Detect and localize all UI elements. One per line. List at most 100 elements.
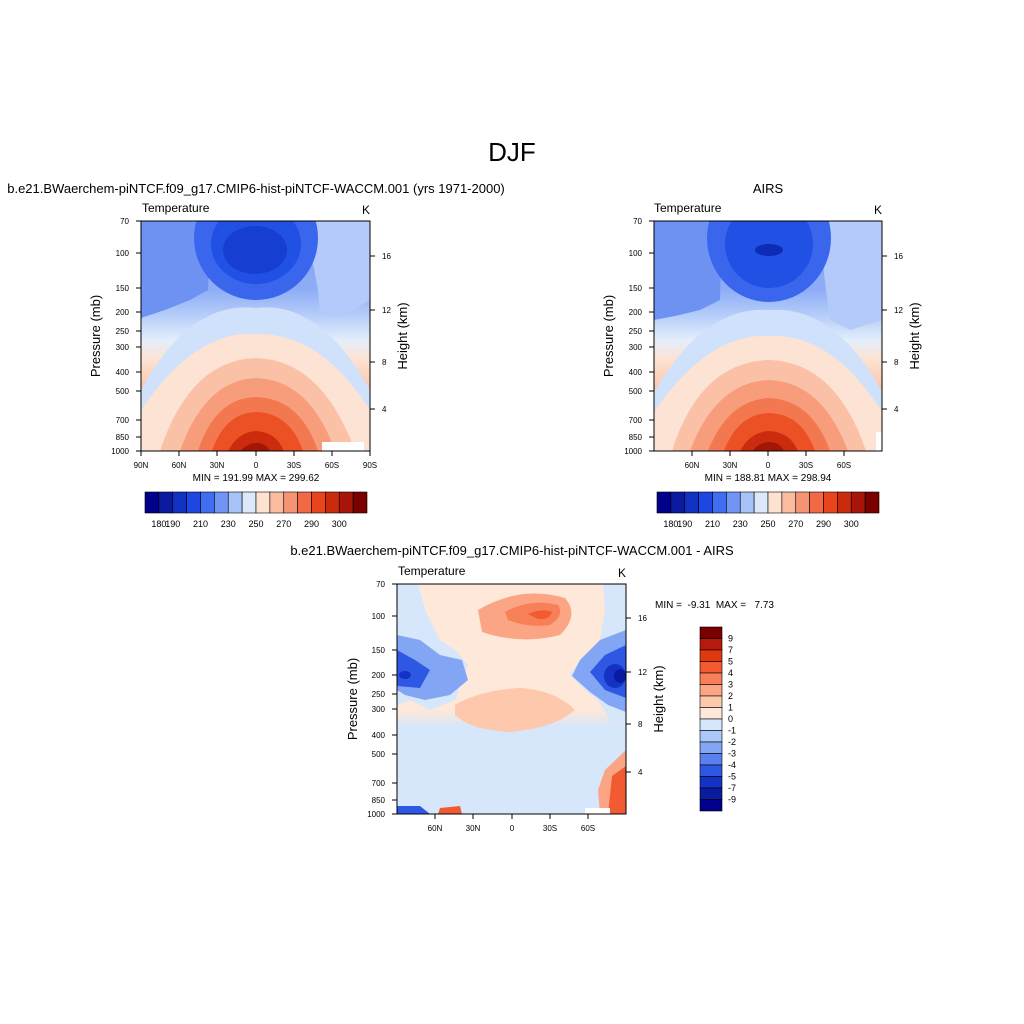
x-tick-label: 30S [799, 461, 813, 470]
panel-model-field [141, 221, 370, 451]
colorbar-label: 2 [728, 691, 733, 701]
panel-airs-title: AIRS [753, 181, 784, 196]
colorbar-swatch [699, 741, 723, 754]
panel-diff-x-axis: 60N 30N 0 30S 60S [428, 814, 595, 833]
panel-diff-field [397, 584, 626, 814]
x-tick-label: 30N [210, 461, 225, 470]
colorbar-swatch [670, 491, 686, 514]
colorbar-label: 190 [165, 519, 180, 529]
colorbar-swatch [269, 491, 285, 514]
colorbar-swatch [739, 491, 755, 514]
colorbar-swatch [684, 491, 699, 514]
colorbar-label: 190 [677, 519, 692, 529]
height-tick-label: 16 [638, 614, 647, 623]
colorbar-swatch [837, 491, 852, 514]
colorbar-swatch [297, 491, 312, 514]
colorbar-swatch [144, 491, 160, 514]
colorbar-label: 7 [728, 645, 733, 655]
y-tick-label: 300 [372, 705, 386, 714]
colorbar-label: -2 [728, 737, 736, 747]
colorbar-swatch [726, 491, 741, 514]
panel-airs-field [654, 221, 882, 451]
y-tick-label: 1000 [624, 447, 642, 456]
panel-airs-right-label: K [874, 203, 882, 217]
colorbar-swatch [656, 491, 672, 514]
colorbar-swatch [698, 491, 713, 514]
x-tick-label: 90S [363, 461, 377, 470]
y-tick-label: 200 [116, 308, 130, 317]
colorbar-swatch [158, 491, 174, 514]
colorbar-label: 290 [816, 519, 831, 529]
y-tick-label: 70 [120, 217, 129, 226]
y-tick-label: 150 [116, 284, 130, 293]
colorbar-label: 3 [728, 680, 733, 690]
panel-model-right-label: K [362, 203, 370, 217]
panel-airs-ylabel-right: Height (km) [907, 302, 922, 369]
y-tick-label: 100 [629, 249, 643, 258]
colorbar-swatch [338, 491, 354, 514]
colorbar-label: 230 [733, 519, 748, 529]
colorbar-label: -9 [728, 795, 736, 805]
y-tick-label: 250 [629, 327, 643, 336]
colorbar-swatch [699, 626, 723, 639]
height-tick-label: 4 [638, 768, 643, 777]
colorbar-swatch [699, 649, 723, 662]
colorbar-swatch [283, 491, 298, 514]
panel-model-title: b.e21.BWaerchem-piNTCF.f09_g17.CMIP6-his… [7, 181, 505, 196]
colorbar-swatch [699, 764, 723, 777]
colorbar-label: 210 [705, 519, 720, 529]
x-tick-label: 60N [428, 824, 443, 833]
colorbar-swatch [699, 730, 723, 743]
colorbar-swatch [186, 491, 201, 514]
colorbar-label: 250 [248, 519, 263, 529]
x-tick-label: 30N [466, 824, 481, 833]
colorbar-label: 270 [276, 519, 291, 529]
x-tick-label: 30S [287, 461, 301, 470]
x-tick-label: 0 [766, 461, 771, 470]
y-tick-label: 1000 [367, 810, 385, 819]
colorbar-label: 290 [304, 519, 319, 529]
colorbar-swatch [172, 491, 187, 514]
y-tick-label: 250 [116, 327, 130, 336]
panel-airs-height-axis: 16 12 8 4 Height (km) [882, 252, 922, 414]
y-tick-label: 700 [372, 779, 386, 788]
panel-diff-height-axis: 16 12 8 4 Height (km) [626, 614, 666, 777]
colorbar-swatch [699, 638, 723, 651]
panel-model: b.e21.BWaerchem-piNTCF.f09_g17.CMIP6-his… [7, 181, 505, 529]
panel-diff-title: b.e21.BWaerchem-piNTCF.f09_g17.CMIP6-his… [290, 543, 734, 558]
colorbar-swatch [325, 491, 340, 514]
panel-airs-x-axis: 60N 30N 0 30S 60S [685, 451, 851, 470]
height-tick-label: 12 [638, 668, 647, 677]
colorbar-swatch [699, 776, 723, 789]
colorbar-label: 210 [193, 519, 208, 529]
colorbar-swatch [699, 672, 723, 685]
figure-title: DJF [488, 137, 536, 167]
x-tick-label: 60S [581, 824, 595, 833]
colorbar-swatch [699, 684, 723, 697]
colorbar-label: -3 [728, 749, 736, 759]
x-tick-label: 60S [325, 461, 339, 470]
x-tick-label: 30S [543, 824, 557, 833]
y-tick-label: 200 [629, 308, 643, 317]
colorbar-label: 9 [728, 634, 733, 644]
height-tick-label: 8 [638, 720, 643, 729]
colorbar-swatch [699, 707, 723, 720]
panel-diff-ylabel-right: Height (km) [651, 665, 666, 732]
x-tick-label: 0 [510, 824, 515, 833]
colorbar-swatch [767, 491, 783, 514]
y-tick-label: 100 [116, 249, 130, 258]
panel-airs-ylabel: Pressure (mb) [601, 295, 616, 377]
colorbar-label: 180 [663, 519, 678, 529]
colorbar-label: 0 [728, 714, 733, 724]
panel-airs-left-label: Temperature [654, 201, 722, 215]
height-tick-label: 16 [382, 252, 391, 261]
colorbar-swatch [311, 491, 326, 514]
panel-model-left-label: Temperature [142, 201, 210, 215]
height-tick-label: 4 [894, 405, 899, 414]
y-tick-label: 700 [116, 416, 130, 425]
colorbar-label: -5 [728, 772, 736, 782]
panel-airs: AIRS Temperature K 70 100 150 200 2 [601, 181, 922, 529]
colorbar-label: 270 [788, 519, 803, 529]
